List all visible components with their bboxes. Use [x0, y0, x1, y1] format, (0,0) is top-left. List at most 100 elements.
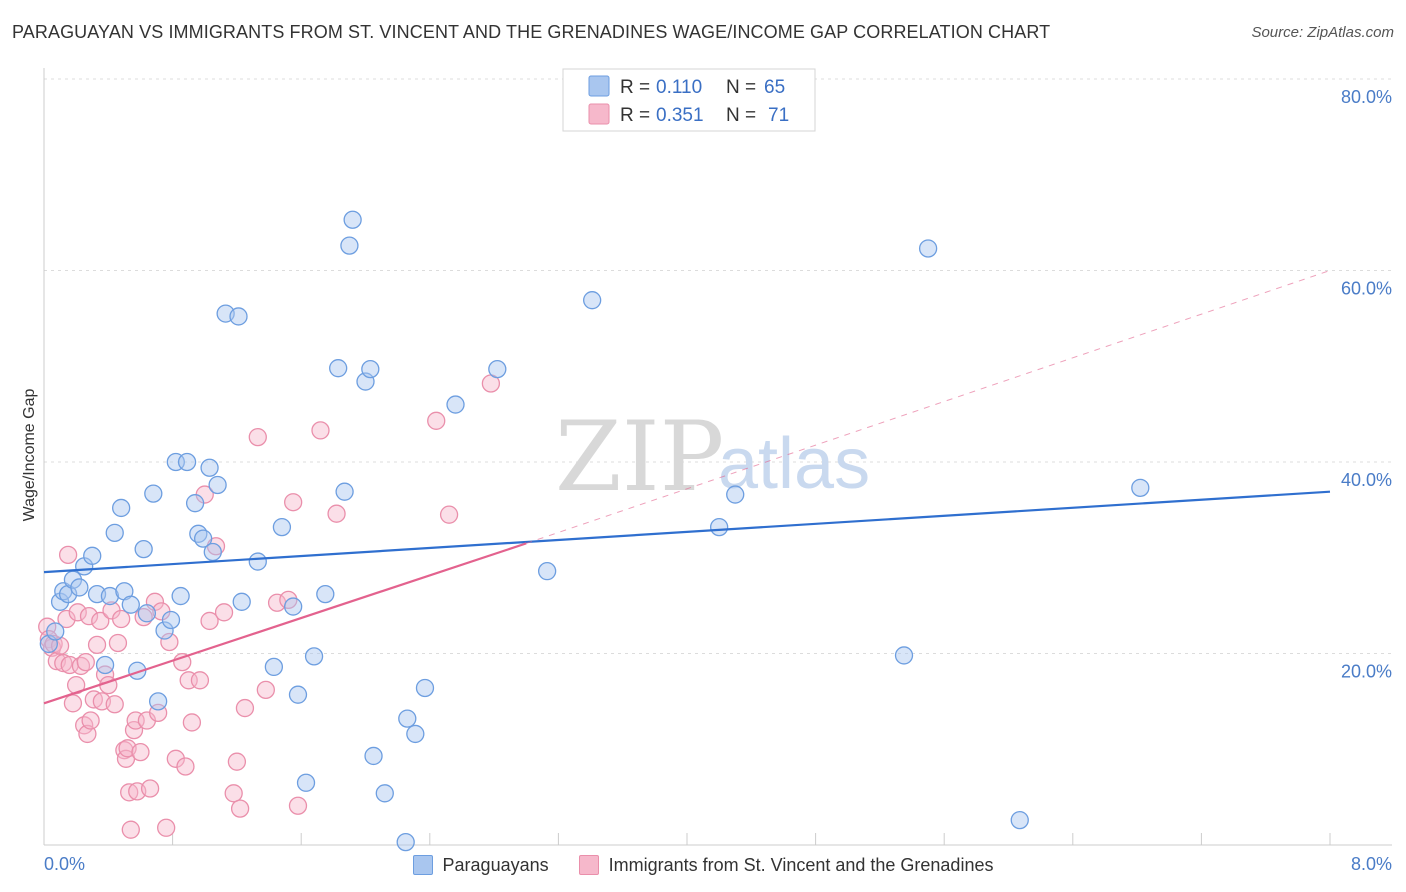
watermark: ZIP atlas — [555, 401, 870, 513]
immigrants-point-17 — [81, 711, 100, 730]
immigrants-point-55 — [224, 784, 243, 803]
chart-title: PARAGUAYAN VS IMMIGRANTS FROM ST. VINCEN… — [12, 22, 1051, 42]
y-tick-label-3: 80.0% — [1341, 87, 1392, 107]
paraguayans-point-45 — [340, 236, 359, 255]
paraguayans-point-16 — [128, 661, 147, 680]
paraguayans-point-10 — [95, 655, 115, 675]
legend-r-label-1: R = — [620, 77, 650, 98]
legend-r-value-2: 0.351 — [656, 105, 704, 126]
paraguayans-point-17 — [134, 539, 153, 559]
x-tick-max: 8.0% — [1351, 854, 1392, 874]
immigrants-point-54 — [214, 603, 234, 622]
paraguayans-point-44 — [335, 482, 354, 501]
source-label: Source: ZipAtlas.com — [1251, 24, 1394, 41]
immigrants-point-15 — [78, 724, 97, 744]
paraguayans-point-36 — [264, 657, 284, 677]
paraguayans-point-59 — [710, 517, 729, 537]
immigrants-point-60 — [256, 680, 275, 700]
paraguayans-point-8 — [83, 546, 102, 565]
paraguayans-point-46 — [343, 210, 362, 229]
legend-label-immigrants: Immigrants from St. Vincent and the Gren… — [608, 854, 994, 875]
paraguayans-point-55 — [446, 395, 465, 414]
watermark-zip: ZIP — [555, 401, 724, 513]
immigrants-point-7 — [57, 609, 76, 629]
legend-item-immigrants: Immigrants from St. Vincent and the Gren… — [578, 854, 994, 876]
trendline-1 — [43, 542, 527, 705]
immigrants-point-57 — [230, 799, 250, 818]
immigrants-point-64 — [288, 796, 308, 815]
paraguayans-point-20 — [148, 692, 168, 711]
paraguayans-point-39 — [288, 685, 308, 704]
series-paraguayans-points — [39, 210, 1150, 852]
y-tick-label-2: 60.0% — [1341, 279, 1392, 299]
legend-n-label-1: N = — [726, 77, 756, 98]
x-tick-min: 0.0% — [44, 854, 85, 874]
paraguayans-point-15 — [121, 595, 140, 614]
immigrants-point-5 — [50, 636, 70, 655]
axes — [43, 68, 1392, 846]
paraguayans-point-62 — [918, 239, 938, 258]
legend-n-label-2: N = — [726, 105, 756, 126]
immigrants-point-50 — [190, 671, 210, 690]
paraguayans-point-13 — [112, 498, 131, 518]
legend-label-paraguayans: Paraguayans — [442, 854, 549, 875]
immigrants-point-63 — [284, 493, 303, 512]
y-tick-label-0: 20.0% — [1341, 662, 1392, 682]
trendlines — [43, 270, 1331, 705]
immigrants-point-39 — [140, 779, 160, 798]
legend-item-paraguayans: Paraguayans — [412, 854, 549, 876]
immigrants-point-6 — [54, 653, 73, 673]
immigrants-point-59 — [248, 427, 267, 447]
legend-swatch-paraguayans — [588, 75, 610, 97]
immigrants-point-52 — [200, 611, 219, 631]
paraguayans-point-18 — [137, 604, 157, 623]
paraguayans-point-48 — [361, 359, 380, 379]
immigrants-point-11 — [68, 603, 87, 622]
paraguayans-point-58 — [583, 291, 602, 310]
immigrants-point-47 — [176, 757, 195, 776]
immigrants-point-45 — [166, 749, 185, 768]
immigrants-point-56 — [227, 752, 247, 771]
paraguayans-point-57 — [537, 562, 557, 581]
paraguayans-point-28 — [193, 529, 213, 548]
paraguayans-point-41 — [304, 647, 324, 666]
legend-top: R = 0.110 N = 65 R = 0.351 N = 71 — [562, 68, 816, 132]
paraguayans-point-30 — [203, 542, 222, 562]
legend-r-value-1: 0.110 — [656, 77, 702, 98]
paraguayans-point-63 — [1010, 810, 1029, 830]
immigrants-point-20 — [91, 611, 110, 631]
paraguayans-point-11 — [100, 586, 120, 606]
immigrants-point-36 — [131, 742, 150, 762]
paraguayans-point-60 — [726, 485, 745, 504]
series-immigrants-points — [38, 374, 501, 839]
immigrants-point-19 — [87, 635, 107, 655]
paraguayans-point-24 — [171, 586, 190, 606]
immigrants-point-26 — [108, 633, 128, 653]
immigrants-point-68 — [439, 505, 459, 524]
immigrants-point-66 — [327, 504, 346, 523]
paraguayans-point-40 — [296, 773, 316, 792]
paraguayans-point-1 — [46, 622, 65, 641]
paraguayans-point-19 — [144, 484, 163, 503]
paraguayans-point-29 — [200, 458, 219, 477]
legend-r-label-2: R = — [620, 105, 650, 126]
paraguayans-point-56 — [488, 359, 507, 379]
immigrants-point-9 — [63, 694, 83, 713]
paraguayans-point-31 — [208, 475, 227, 495]
paraguayans-point-21 — [155, 621, 174, 640]
paraguayans-point-35 — [248, 552, 267, 571]
trendline-0 — [43, 490, 1331, 574]
legend-swatch-blue — [412, 855, 433, 875]
immigrants-point-25 — [105, 695, 124, 714]
immigrants-point-32 — [121, 820, 140, 839]
immigrants-point-14 — [76, 652, 95, 672]
paraguayans-point-25 — [177, 452, 197, 472]
trendline-2 — [526, 270, 1331, 544]
legend-swatch-immigrants — [588, 103, 610, 125]
paraguayans-point-64 — [1131, 478, 1150, 498]
legend-n-value-2: 71 — [768, 105, 789, 126]
paraguayans-point-33 — [229, 307, 248, 326]
paraguayans-point-53 — [406, 724, 425, 744]
immigrants-point-67 — [427, 411, 446, 430]
paraguayans-point-51 — [396, 832, 415, 852]
